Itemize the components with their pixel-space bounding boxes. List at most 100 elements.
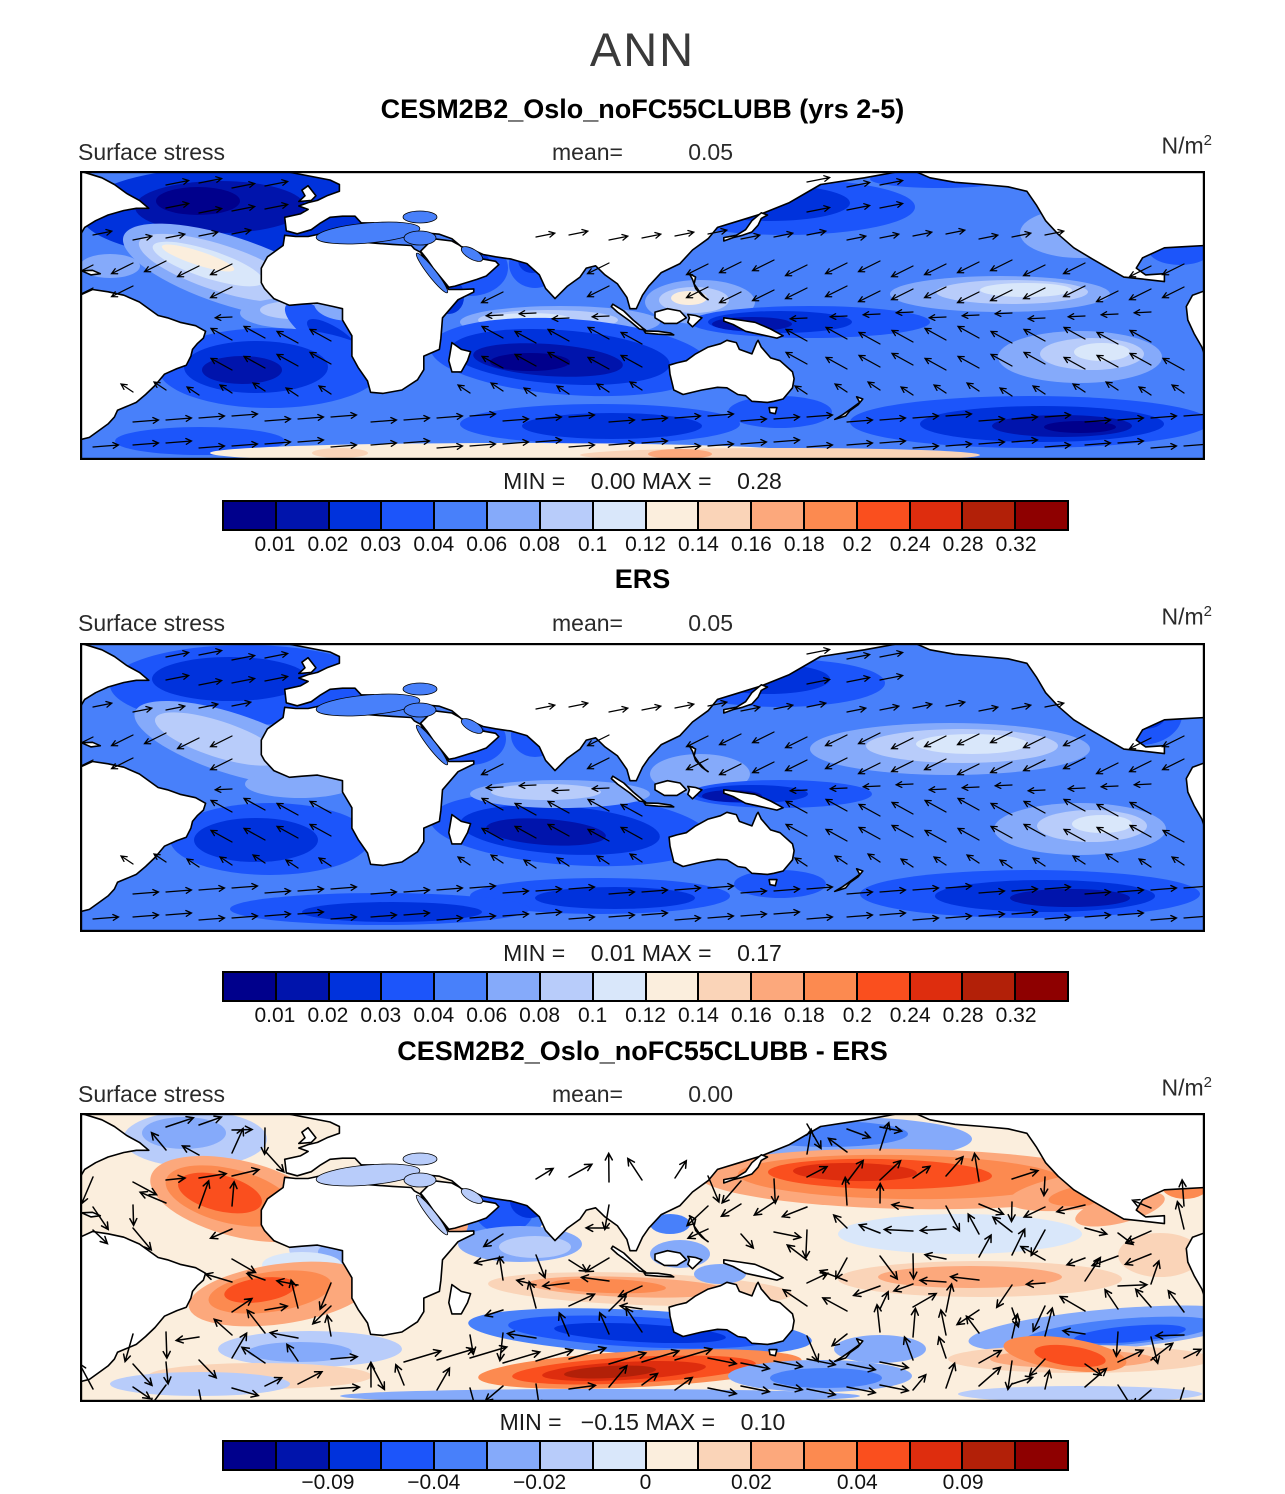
panel3-mean-label: mean= <box>552 1081 623 1107</box>
colorbar-tick-label: 0.08 <box>519 533 561 556</box>
colorbar-cell <box>593 973 647 1000</box>
panel1-mean-value: 0.05 <box>688 139 733 165</box>
colorbar-tick-label: 0.04 <box>413 533 455 556</box>
colorbar-tick-label: 0.01 <box>254 1004 296 1027</box>
colorbar-cell <box>963 973 1017 1000</box>
colorbar-tick-label: 0.03 <box>360 1004 402 1027</box>
colorbar-cell <box>699 1442 753 1469</box>
panel3-field-label: Surface stress <box>78 1081 225 1107</box>
colorbar-cell <box>276 1442 330 1469</box>
colorbar-tick-label: 0.06 <box>466 1004 508 1027</box>
colorbar-cell <box>276 502 330 529</box>
colorbar-cell <box>699 973 753 1000</box>
panel2-field-label: Surface stress <box>78 610 225 636</box>
panel3-minmax: MIN = −0.15 MAX = 0.10 <box>499 1409 786 1435</box>
colorbar-tick-label: 0.04 <box>836 1471 878 1494</box>
panel1-units: N/m2 <box>1161 132 1212 159</box>
colorbar-tick-label: 0.03 <box>360 533 402 556</box>
panel1-field-label: Surface stress <box>78 139 225 165</box>
panel3-mean-value: 0.00 <box>688 1081 733 1107</box>
colorbar-cell <box>488 1442 541 1469</box>
colorbar-cell <box>593 502 647 529</box>
colorbar-tick-label: 0.16 <box>730 533 772 556</box>
colorbar-tick-label: 0.14 <box>677 533 719 556</box>
panel2-colorbar-labels: 0.01 0.02 0.03 0.04 0.06 0.08 0.1 0.12 0.14 0.16 0… <box>222 1004 1069 1030</box>
colorbar-tick-label: 0.2 <box>842 1004 872 1027</box>
colorbar-cell <box>910 1442 964 1469</box>
colorbar-tick-label: 0.32 <box>995 1004 1037 1027</box>
colorbar-cell <box>329 502 383 529</box>
colorbar-tick-label: 0.02 <box>307 533 349 556</box>
season-title: ANN <box>589 23 696 76</box>
colorbar-tick-label: 0.02 <box>307 1004 349 1027</box>
panel2-map <box>80 643 1205 932</box>
colorbar-cell <box>435 502 489 529</box>
colorbar-tick-label: −0.04 <box>407 1471 461 1494</box>
colorbar-cell <box>1016 1442 1067 1469</box>
colorbar-cell <box>382 1442 436 1469</box>
panel2-mean-value: 0.05 <box>688 610 733 636</box>
colorbar-tick-label: 0.01 <box>254 533 296 556</box>
panel3-colorbar-labels: −0.09 −0.04 −0.02 0 0.02 0.04 0.09 <box>222 1471 1069 1494</box>
panel2-title: ERS <box>614 564 671 594</box>
colorbar-cell <box>488 973 541 1000</box>
colorbar-cell <box>910 502 964 529</box>
colorbar-cell <box>435 1442 489 1469</box>
panel2-minmax: MIN = 0.01 MAX = 0.17 <box>503 940 782 966</box>
colorbar-cell <box>224 502 277 529</box>
colorbar-cell <box>963 1442 1017 1469</box>
colorbar-cell <box>540 1442 594 1469</box>
colorbar-tick-label: 0.09 <box>942 1471 984 1494</box>
colorbar-tick-label: 0.18 <box>783 1004 825 1027</box>
colorbar-tick-label: −0.02 <box>513 1471 567 1494</box>
colorbar-cell <box>752 1442 805 1469</box>
colorbar-tick-label: 0.32 <box>995 533 1037 556</box>
colorbar-tick-label: 0.08 <box>519 1004 561 1027</box>
panel3-colorbar <box>222 1440 1069 1471</box>
colorbar-cell <box>329 973 383 1000</box>
panel3-title: CESM2B2_Oslo_noFC55CLUBB - ERS <box>397 1036 888 1066</box>
colorbar-tick-label: 0.16 <box>730 1004 772 1027</box>
colorbar-cell <box>804 502 858 529</box>
colorbar-tick-label: 0.2 <box>842 533 872 556</box>
colorbar-cell <box>435 973 489 1000</box>
colorbar-cell <box>540 973 594 1000</box>
colorbar-cell <box>382 973 436 1000</box>
colorbar-tick-label: 0.1 <box>577 533 608 556</box>
panel1-colorbar-labels: 0.01 0.02 0.03 0.04 0.06 0.08 0.1 0.12 0.14 0.16 0… <box>222 533 1069 559</box>
colorbar-cell <box>540 502 594 529</box>
colorbar-tick-label: 0.1 <box>577 1004 608 1027</box>
colorbar-cell <box>382 502 436 529</box>
colorbar-cell <box>646 973 700 1000</box>
colorbar-tick-label: 0.02 <box>730 1471 772 1494</box>
colorbar-cell <box>699 502 753 529</box>
colorbar-cell <box>224 1442 277 1469</box>
colorbar-tick-label: 0.12 <box>625 1004 666 1027</box>
colorbar-tick-label: 0.28 <box>942 1004 984 1027</box>
colorbar-cell <box>329 1442 383 1469</box>
colorbar-tick-label: 0.28 <box>942 533 984 556</box>
panel1-colorbar <box>222 500 1069 531</box>
panel1-title: CESM2B2_Oslo_noFC55CLUBB (yrs 2-5) <box>380 94 905 124</box>
panel1-map <box>80 171 1205 460</box>
colorbar-cell <box>963 502 1017 529</box>
colorbar-tick-label: 0.12 <box>625 533 666 556</box>
colorbar-cell <box>224 973 277 1000</box>
colorbar-cell <box>804 1442 858 1469</box>
panel1-mean-label: mean= <box>552 139 623 165</box>
colorbar-cell <box>857 973 911 1000</box>
panel3-map <box>80 1113 1205 1402</box>
colorbar-cell <box>1016 502 1067 529</box>
colorbar-cell <box>646 502 700 529</box>
colorbar-cell <box>752 973 805 1000</box>
colorbar-cell <box>804 973 858 1000</box>
colorbar-cell <box>910 973 964 1000</box>
colorbar-tick-label: −0.09 <box>301 1471 355 1494</box>
colorbar-tick-label: 0.24 <box>889 533 931 556</box>
colorbar-tick-label: 0.14 <box>677 1004 719 1027</box>
colorbar-tick-label: 0.04 <box>413 1004 455 1027</box>
colorbar-cell <box>276 973 330 1000</box>
colorbar-tick-label: 0.06 <box>466 533 508 556</box>
colorbar-cell <box>1016 973 1067 1000</box>
